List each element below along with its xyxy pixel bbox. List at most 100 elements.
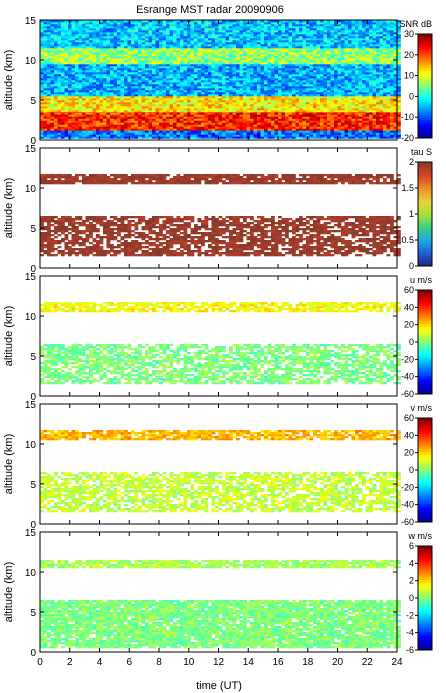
heatmap-cell <box>51 44 55 46</box>
heatmap-cell <box>247 98 251 100</box>
heatmap-cell <box>299 62 303 64</box>
heatmap-cell <box>79 98 83 100</box>
heatmap-cell <box>303 116 307 118</box>
heatmap-cell <box>226 50 230 52</box>
heatmap-cell <box>341 70 345 72</box>
heatmap-cell <box>138 106 142 108</box>
heatmap-cell <box>110 92 114 94</box>
heatmap-cell <box>44 124 48 126</box>
heatmap-cell <box>44 38 48 40</box>
heatmap-cell <box>397 98 401 100</box>
heatmap-cell <box>149 108 153 110</box>
heatmap-cell <box>107 88 111 90</box>
heatmap-cell <box>142 128 146 130</box>
heatmap-cell <box>177 98 181 100</box>
heatmap-cell <box>292 60 296 62</box>
heatmap-cell <box>44 46 48 48</box>
heatmap-cell <box>348 122 352 124</box>
heatmap-cell <box>250 72 254 74</box>
heatmap-cell <box>215 120 219 122</box>
heatmap-cell <box>299 50 303 52</box>
heatmap-cell <box>138 78 142 80</box>
heatmap-cell <box>89 38 93 40</box>
heatmap-cell <box>110 84 114 86</box>
heatmap-cell <box>341 102 345 104</box>
heatmap-cell <box>114 76 118 78</box>
heatmap-cell <box>89 44 93 46</box>
heatmap-cell <box>236 90 240 92</box>
heatmap-cell <box>135 68 139 70</box>
heatmap-cell <box>359 112 363 114</box>
heatmap-cell <box>166 52 170 54</box>
heatmap-cell <box>296 102 300 104</box>
heatmap-cell <box>341 78 345 80</box>
heatmap-cell <box>289 58 293 60</box>
heatmap-cell <box>149 84 153 86</box>
heatmap-cell <box>166 66 170 68</box>
heatmap-cell <box>44 64 48 66</box>
heatmap-cell <box>257 68 261 70</box>
heatmap-cell <box>138 108 142 110</box>
panel-snr: 051015altitude (km)SNR dB3020100-10-20 <box>3 16 432 147</box>
heatmap-cell <box>96 92 100 94</box>
heatmap-cell <box>285 98 289 100</box>
heatmap-cell <box>89 60 93 62</box>
heatmap-cell <box>79 100 83 102</box>
heatmap-cell <box>114 98 118 100</box>
heatmap-cell <box>201 128 205 130</box>
heatmap-cell <box>180 76 184 78</box>
heatmap-cell <box>191 70 195 72</box>
heatmap-cell <box>79 124 83 126</box>
heatmap-cell <box>184 92 188 94</box>
heatmap-cell <box>93 52 97 54</box>
heatmap-cell <box>352 86 356 88</box>
heatmap-cell <box>114 54 118 56</box>
heatmap-cell <box>369 120 373 122</box>
heatmap-cell <box>376 56 380 58</box>
heatmap-cell <box>369 110 373 112</box>
heatmap-cell <box>229 132 233 134</box>
heatmap-cell <box>359 68 363 70</box>
heatmap-cell <box>215 102 219 104</box>
heatmap-cell <box>313 78 317 80</box>
heatmap-cell <box>226 56 230 58</box>
heatmap-cell <box>289 130 293 132</box>
heatmap-cell <box>222 124 226 126</box>
heatmap-cell <box>362 88 366 90</box>
heatmap-cell <box>390 76 394 78</box>
heatmap-cell <box>191 102 195 104</box>
heatmap-cell <box>299 116 303 118</box>
heatmap-cell <box>366 122 370 124</box>
heatmap-cell <box>215 132 219 134</box>
heatmap-cell <box>61 48 65 50</box>
heatmap-cell <box>166 106 170 108</box>
heatmap-cell <box>47 110 51 112</box>
heatmap-cell <box>117 74 121 76</box>
heatmap-cell <box>114 56 118 58</box>
heatmap-cell <box>114 58 118 60</box>
heatmap-cell <box>243 58 247 60</box>
heatmap-cell <box>222 96 226 98</box>
heatmap-cell <box>72 60 76 62</box>
heatmap-cell <box>79 78 83 80</box>
heatmap-cell <box>397 124 401 126</box>
heatmap-cell <box>100 102 104 104</box>
heatmap-cell <box>324 70 328 72</box>
heatmap-cell <box>240 48 244 50</box>
heatmap-cell <box>299 80 303 82</box>
heatmap-cell <box>352 132 356 134</box>
heatmap-cell <box>355 66 359 68</box>
heatmap-cell <box>86 110 90 112</box>
heatmap-cell <box>233 70 237 72</box>
heatmap-cell <box>212 112 216 114</box>
heatmap-cell <box>254 54 258 56</box>
heatmap-cell <box>369 86 373 88</box>
heatmap-cell <box>373 96 377 98</box>
heatmap-cell <box>75 118 79 120</box>
heatmap-cell <box>390 82 394 84</box>
heatmap-cell <box>306 94 310 96</box>
heatmap-cell <box>355 72 359 74</box>
heatmap-cell <box>317 128 321 130</box>
heatmap-cell <box>229 82 233 84</box>
heatmap-cell <box>103 52 107 54</box>
